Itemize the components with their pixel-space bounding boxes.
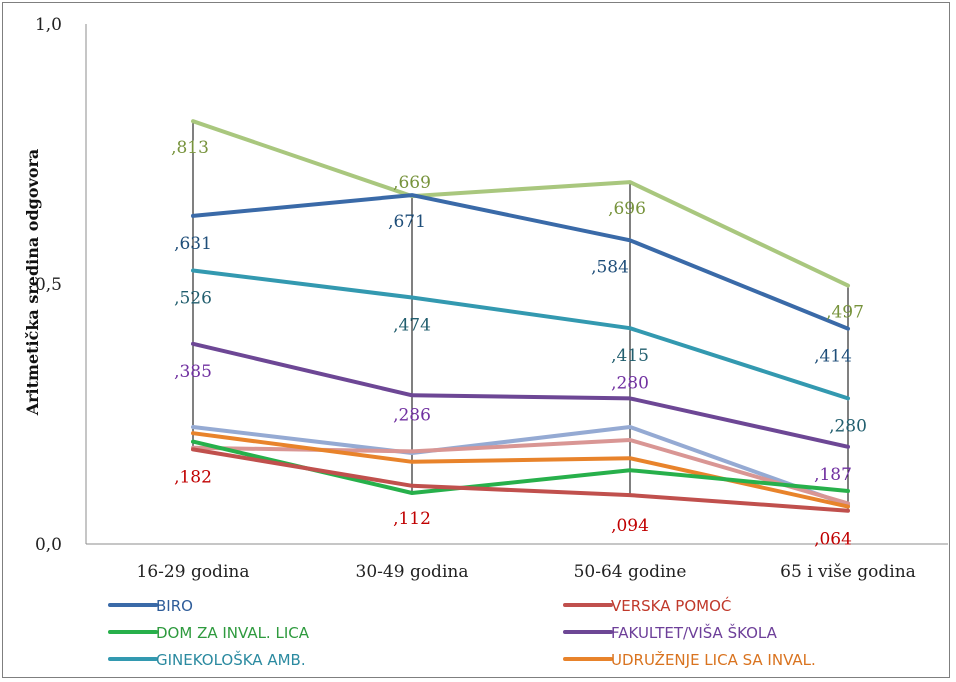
series-line-5 xyxy=(191,438,850,506)
x-tick-label: 30-49 godina xyxy=(356,562,469,582)
series-line-8 xyxy=(191,447,850,513)
y-tick-label: 0,5 xyxy=(35,275,62,295)
series-line-0 xyxy=(191,119,850,288)
data-label: ,385 xyxy=(174,362,212,382)
x-tick-label: 65 i više godina xyxy=(780,562,916,582)
x-tick-label: 50-64 godine xyxy=(574,562,687,582)
data-label: ,187 xyxy=(814,465,852,485)
data-label: ,415 xyxy=(611,346,649,366)
y-tick-labels: 0,0 0,5 1,0 xyxy=(35,15,62,555)
data-label: ,696 xyxy=(608,199,646,219)
series-lines xyxy=(191,119,850,513)
data-label: ,182 xyxy=(174,467,212,487)
data-label: ,414 xyxy=(814,347,852,367)
data-label: ,280 xyxy=(829,416,867,436)
series-line-4 xyxy=(191,425,850,507)
legend-label: DOM ZA INVAL. LICA xyxy=(156,624,310,642)
data-label: ,497 xyxy=(826,303,864,323)
legend-label: GINEKOLOŠKA AMB. xyxy=(156,650,306,669)
legend-label: VERSKA POMOĆ xyxy=(611,596,731,615)
y-tick-label: 0,0 xyxy=(35,535,62,555)
legend-label: BIRO xyxy=(156,597,193,615)
data-labels: ,813 ,669 ,696 ,497 ,631 ,671 ,584 ,414 ,526 ,474… xyxy=(171,138,867,549)
data-label: ,064 xyxy=(814,530,852,550)
legend-label: FAKULTET/VIŠA ŠKOLA xyxy=(611,623,778,642)
data-label: ,584 xyxy=(591,257,629,277)
data-label: ,631 xyxy=(174,234,212,254)
data-label: ,112 xyxy=(393,509,431,529)
data-label: ,474 xyxy=(393,316,431,336)
data-label: ,671 xyxy=(388,212,426,232)
data-label: ,813 xyxy=(171,138,209,158)
legend-label: UDRUŽENJE LICA SA INVAL. xyxy=(611,650,816,669)
data-label: ,286 xyxy=(393,405,431,425)
x-tick-label: 16-29 godina xyxy=(137,562,250,582)
data-label: ,669 xyxy=(393,173,431,193)
data-label: ,094 xyxy=(611,516,649,536)
series-line-1 xyxy=(191,193,850,331)
data-label: ,526 xyxy=(174,288,212,308)
series-line-3 xyxy=(191,341,850,449)
axes xyxy=(85,24,948,545)
y-tick-label: 1,0 xyxy=(35,15,62,35)
series-line-2 xyxy=(191,268,850,401)
y-axis-label: Aritmetička sredina odgovora xyxy=(23,149,42,417)
legend: BIRO VERSKA POMOĆ DOM ZA INVAL. LICA FAKULT… xyxy=(108,596,816,669)
drop-lines xyxy=(192,121,849,511)
data-label: ,280 xyxy=(611,373,649,393)
x-tick-labels: 16-29 godina 30-49 godina 50-64 godine 65 i… xyxy=(137,562,916,582)
